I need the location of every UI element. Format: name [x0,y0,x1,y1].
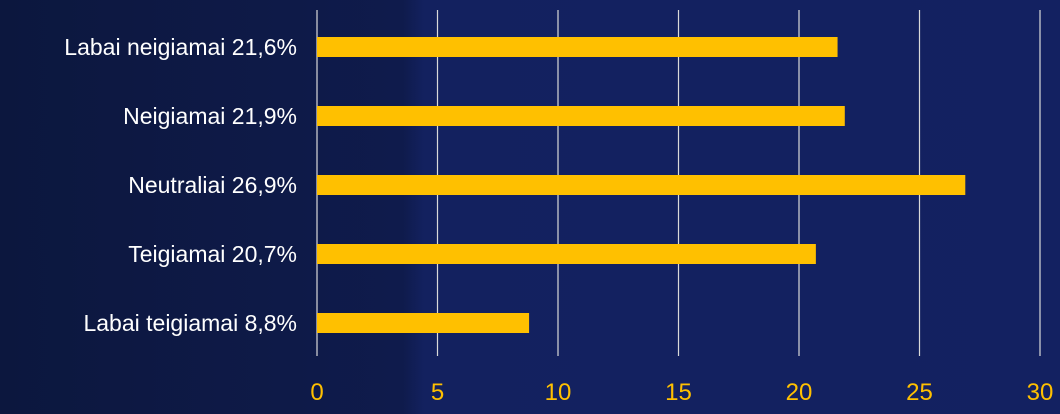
x-tick-label: 10 [545,379,572,406]
x-tick-label: 15 [665,379,692,406]
x-tick-label: 20 [786,379,813,406]
x-tick-label: 5 [431,379,444,406]
x-axis-tick-labels: 0 5 10 15 20 25 30 [310,379,1053,406]
category-label: Labai teigiamai 8,8% [83,310,297,336]
x-tick-label: 30 [1027,379,1054,406]
bar-4 [317,244,816,264]
category-label: Neutraliai 26,9% [128,172,297,198]
bar-2 [317,106,845,126]
x-tick-label: 0 [310,379,323,406]
bars [317,37,966,333]
category-label: Labai neigiamai 21,6% [64,34,297,60]
category-labels: Labai neigiamai 21,6% Neigiamai 21,9% Neut… [64,34,297,336]
bar-3 [317,175,966,195]
bar-1 [317,37,838,57]
bar-5 [317,313,530,333]
x-tick-label: 25 [906,379,933,406]
category-label: Teigiamai 20,7% [128,241,297,267]
category-label: Neigiamai 21,9% [123,103,297,129]
